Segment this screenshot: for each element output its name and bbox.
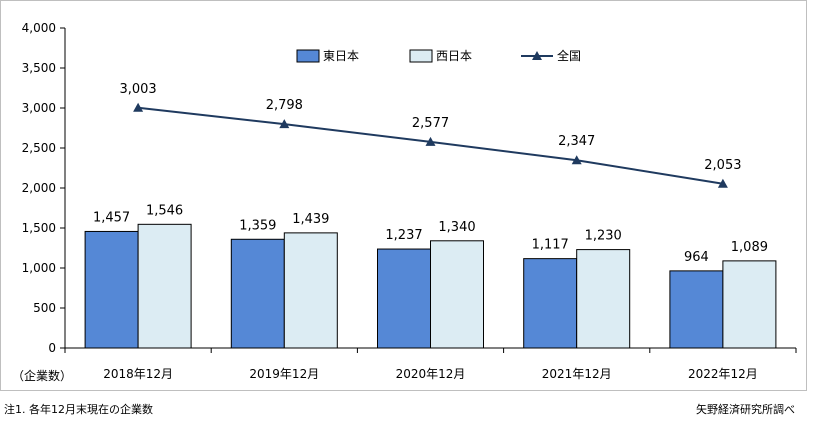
legend-marker-total (532, 51, 542, 60)
y-tick-label: 0 (48, 341, 56, 355)
data-label: 1,359 (239, 218, 276, 233)
bar-west (430, 240, 484, 349)
data-label: 1,439 (292, 212, 329, 227)
bar-east (377, 248, 431, 349)
data-label: 3,003 (119, 82, 156, 97)
bar-east (523, 258, 578, 349)
y-tick-label: 1,000 (22, 261, 56, 275)
x-tick-label: 2021年12月 (542, 367, 612, 381)
bar-west (137, 223, 192, 349)
bar-east (669, 270, 724, 349)
data-label: 1,117 (532, 238, 569, 253)
data-label: 1,230 (585, 229, 622, 244)
legend-label-east: 東日本 (323, 49, 359, 63)
legend-swatch-west (409, 49, 433, 63)
bar-east (230, 238, 285, 349)
y-tick-label: 500 (33, 301, 56, 315)
data-label: 2,577 (412, 116, 449, 131)
x-tick-label: 2020年12月 (396, 367, 466, 381)
bar-west (576, 249, 631, 349)
point-total-marker (717, 178, 728, 188)
point-total-marker (279, 119, 290, 129)
legend-label-total: 全国 (557, 48, 581, 63)
footnote: 注1. 各年12月末現在の企業数 (4, 403, 153, 416)
axis-layer: 0 500 1,000 1,500 2,000 2,500 3,000 3,500 4,000 2… (22, 21, 797, 381)
bar-west (722, 260, 777, 349)
label-layer: 1,457 1,359 1,237 1,117 964 1,546 1,439 1,340 1,… (93, 82, 768, 265)
point-total-marker (571, 155, 582, 165)
y-tick-label: 3,000 (22, 101, 56, 115)
x-tick-label: 2019年12月 (249, 367, 319, 381)
bar-west (283, 232, 338, 349)
bar-east (84, 230, 139, 349)
y-tick-label: 2,000 (22, 181, 56, 195)
data-label: 964 (684, 250, 709, 265)
y-tick-label: 1,500 (22, 221, 56, 235)
data-label: 2,798 (266, 98, 303, 113)
y-tick-label: 3,500 (22, 61, 56, 75)
legend: 東日本 西日本 全国 (296, 48, 581, 63)
y-tick-label: 2,500 (22, 141, 56, 155)
data-label: 1,457 (93, 210, 130, 225)
legend-swatch-east (296, 49, 320, 63)
point-total-marker (133, 102, 144, 112)
line-layer (133, 102, 728, 188)
bar-layer (84, 223, 777, 349)
legend-label-west: 西日本 (436, 49, 472, 63)
point-total-marker (425, 136, 436, 146)
source-credit: 矢野経済研究所調べ (696, 403, 795, 416)
data-label: 2,347 (558, 134, 595, 149)
data-label: 1,237 (385, 228, 422, 243)
y-axis-label: （企業数） (12, 368, 72, 383)
data-label: 1,340 (438, 220, 475, 235)
plot-frame (0, 0, 807, 391)
data-label: 2,053 (704, 158, 741, 173)
x-tick-label: 2022年12月 (688, 367, 758, 381)
x-tick-label: 2018年12月 (103, 367, 173, 381)
y-tick-label: 4,000 (22, 21, 56, 35)
data-label: 1,089 (731, 240, 768, 255)
data-label: 1,546 (146, 203, 183, 218)
